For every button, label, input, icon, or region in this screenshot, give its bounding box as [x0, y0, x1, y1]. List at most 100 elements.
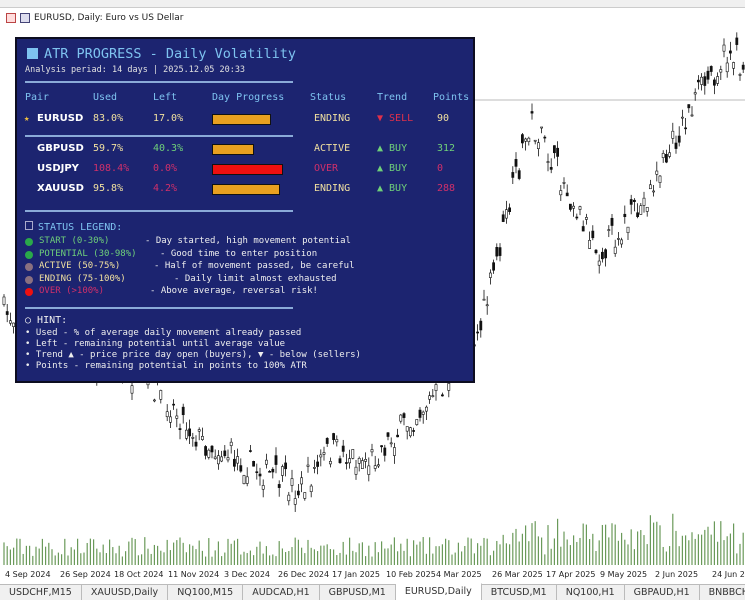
table-row[interactable]: ★ EURUSD 83.0% 17.0% ENDING ▼ SELL 90 — [17, 113, 473, 127]
chart-tab[interactable]: EURUSD,Daily — [395, 583, 482, 600]
table-row[interactable]: USDJPY 108.4% 0.0% OVER ▲ BUY 0 — [17, 163, 473, 177]
candle — [588, 231, 592, 250]
candle — [581, 220, 585, 232]
candle — [610, 214, 614, 235]
candle — [655, 161, 659, 182]
volume-bar — [566, 539, 568, 565]
candle — [725, 56, 729, 78]
candle — [591, 225, 595, 241]
candle — [540, 126, 544, 134]
candle — [255, 463, 259, 480]
date-tick-label: 11 Nov 2024 — [168, 570, 220, 579]
volume-bar — [294, 537, 296, 565]
candle — [277, 480, 281, 497]
volume-bar — [742, 532, 744, 565]
volume-bar — [214, 550, 216, 565]
legend-label: OVER (>100%) — [39, 286, 105, 296]
candle — [428, 391, 432, 404]
volume-bar — [653, 522, 655, 565]
legend-description: - Above average, reversal risk! — [150, 286, 318, 296]
candle — [223, 445, 227, 459]
volume-bar — [640, 530, 642, 565]
chart-tab[interactable]: GBPUSD,M1 — [320, 585, 396, 600]
candle — [191, 432, 195, 447]
volume-bar — [25, 545, 27, 565]
volume-bar — [518, 541, 520, 565]
status-value: ENDING — [314, 183, 351, 194]
candle — [242, 474, 246, 485]
candle — [386, 432, 390, 441]
chart-tab[interactable]: AUDCAD,H1 — [243, 585, 320, 600]
volume-bar — [189, 544, 191, 565]
volume-bar — [141, 554, 143, 565]
chart-tab[interactable]: NQ100,H1 — [557, 585, 625, 600]
candle — [249, 444, 252, 453]
volume-bar — [435, 546, 437, 565]
trend-value: ▲ BUY — [377, 163, 408, 174]
candle — [700, 73, 704, 91]
status-dot-icon — [25, 288, 33, 296]
column-header: Used — [93, 92, 118, 103]
volume-bar — [278, 541, 280, 565]
candle — [383, 444, 387, 462]
volume-bar — [6, 546, 8, 565]
candle — [642, 191, 646, 213]
atr-progress-panel: ATR PROGRESS - Daily Volatility Analysis… — [15, 37, 475, 383]
candle — [719, 65, 723, 80]
candle — [488, 269, 492, 285]
volume-bar — [41, 538, 43, 565]
volume-bar — [304, 553, 306, 565]
candle — [338, 455, 342, 464]
chart-tab[interactable]: BTCUSD,M1 — [482, 585, 557, 600]
candle — [568, 203, 572, 212]
status-dot-icon — [25, 275, 33, 284]
volume-bar — [144, 537, 146, 565]
candle — [431, 389, 435, 398]
hint-item: • Left - remaining potential until avera… — [25, 339, 286, 349]
toolbar — [0, 0, 745, 8]
volume-bar — [713, 521, 715, 565]
chart-tab[interactable]: NQ100,M15 — [168, 585, 244, 600]
volume-bar — [550, 548, 552, 565]
date-tick-label: 18 Oct 2024 — [114, 570, 164, 579]
table-row[interactable]: XAUUSD 95.8% 4.2% ENDING ▲ BUY 288 — [17, 183, 473, 197]
volume-bar — [512, 532, 514, 565]
candle — [319, 449, 323, 467]
pair-name: EURUSD — [37, 113, 84, 124]
volume-bar — [502, 534, 504, 565]
volume-bar — [422, 537, 424, 565]
chart-tab[interactable]: GBPAUD,H1 — [625, 585, 700, 600]
volume-bar — [134, 539, 136, 565]
volume-bar — [384, 548, 386, 565]
volume-bar — [617, 540, 619, 565]
volume-bar — [227, 538, 229, 565]
volume-bar — [710, 534, 712, 565]
table-row[interactable]: GBPUSD 59.7% 40.3% ACTIVE ▲ BUY 312 — [17, 143, 473, 157]
chart-tab[interactable]: XAUUSD,Daily — [82, 585, 169, 600]
volume-bar — [198, 540, 200, 565]
volume-bar — [281, 548, 283, 565]
used-value: 95.8% — [93, 183, 124, 194]
candle — [229, 438, 233, 454]
volume-bar — [496, 540, 498, 565]
candle — [165, 404, 169, 422]
candle — [178, 423, 182, 440]
volume-bar — [694, 538, 696, 565]
volume-bar — [697, 534, 699, 565]
chart-tab[interactable]: BNBBCH,d — [700, 585, 745, 600]
volume-bar — [374, 542, 376, 565]
candle — [652, 185, 656, 197]
volume-bar — [669, 546, 671, 565]
candle — [332, 432, 336, 445]
volume-bar — [185, 552, 187, 565]
candle — [501, 210, 505, 223]
candle — [514, 152, 518, 174]
volume-bar — [438, 546, 440, 565]
candle — [530, 103, 534, 120]
lightbulb-icon: ○ — [25, 315, 38, 326]
candle — [741, 61, 745, 73]
chart-tab[interactable]: USDCHF,M15 — [0, 585, 82, 600]
status-value: OVER — [314, 163, 339, 174]
legend-title-text: STATUS LEGEND: — [38, 222, 123, 233]
candle — [709, 65, 713, 76]
